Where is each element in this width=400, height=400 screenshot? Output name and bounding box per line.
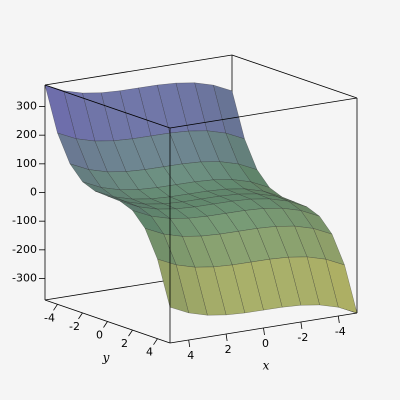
x-tick-label: 0 xyxy=(262,337,269,350)
axes: x y -300 -200 -100 0 100 200 300 -4 -2 0 2 4 -4 -2 0 2 4 xyxy=(12,100,346,373)
y-tick-label: 4 xyxy=(146,346,153,359)
x-tick xyxy=(337,315,340,324)
y-tick xyxy=(128,329,133,337)
box-edge xyxy=(169,97,358,129)
x-tick xyxy=(188,339,191,348)
y-tick xyxy=(53,304,58,311)
box-edge xyxy=(44,84,171,129)
x-tick xyxy=(225,333,228,342)
y-tick-label: 2 xyxy=(121,337,128,350)
y-tick xyxy=(153,338,158,345)
x-tick-label: 4 xyxy=(187,349,194,362)
z-tick-label: -200 xyxy=(12,243,37,256)
surface xyxy=(44,82,358,316)
x-tick-label: 2 xyxy=(225,343,232,356)
z-tick-label: -100 xyxy=(12,214,37,227)
y-tick-label: -4 xyxy=(44,311,55,324)
z-tick-label: 200 xyxy=(16,128,37,141)
y-tick xyxy=(78,312,83,320)
y-tick xyxy=(103,321,108,328)
box-edge xyxy=(231,54,358,99)
y-axis-label: y xyxy=(102,351,110,365)
z-tick-label: -300 xyxy=(12,272,37,285)
x-tick xyxy=(300,321,303,330)
y-tick-label: -2 xyxy=(69,320,80,333)
z-tick-label: 100 xyxy=(16,157,37,170)
y-tick-label: 0 xyxy=(96,329,103,342)
z-tick-label: 0 xyxy=(30,186,37,199)
x-tick-label: -4 xyxy=(335,325,346,338)
box-edge xyxy=(44,54,233,86)
x-axis-label: x xyxy=(263,359,270,373)
z-tick-label: 300 xyxy=(16,100,37,113)
x-tick xyxy=(263,327,265,336)
x-tick-label: -2 xyxy=(297,331,308,344)
